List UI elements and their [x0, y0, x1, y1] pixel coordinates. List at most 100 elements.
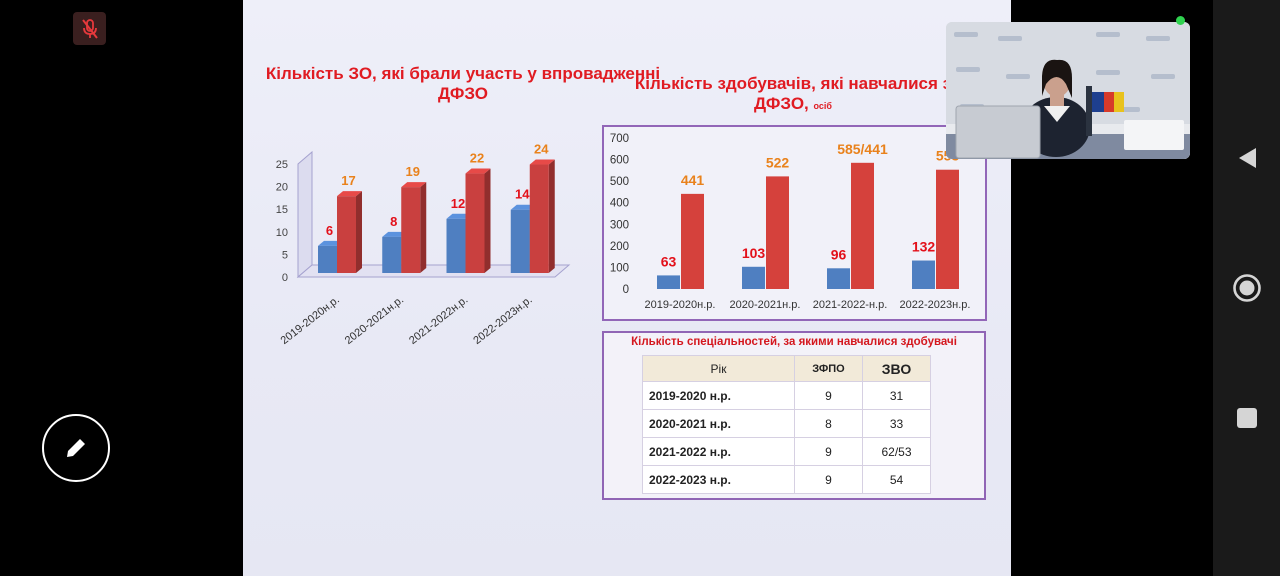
bar	[936, 169, 959, 289]
bar-side	[548, 159, 555, 273]
data-label: 8	[390, 214, 397, 229]
data-label: 19	[406, 164, 420, 179]
participant-video[interactable]	[946, 22, 1190, 159]
specialties-table-box: Кількість спеціальностей, за якими навча…	[602, 331, 986, 500]
bar	[851, 162, 874, 289]
table-cell: 9	[794, 465, 863, 494]
bar	[465, 173, 485, 273]
chart-students: 0 100 200 300 400 500 600 700 63 441 2019-2020н.р.…	[602, 125, 987, 321]
home-button[interactable]	[1213, 263, 1280, 313]
annotate-pen-button[interactable]	[42, 414, 110, 482]
table-cell: 2022-2023 н.р.	[642, 465, 795, 494]
slide-title-right-unit: осіб	[813, 101, 832, 111]
bar	[742, 266, 765, 289]
bar	[510, 209, 530, 273]
recents-square-icon	[1236, 408, 1257, 428]
bar	[446, 218, 466, 273]
table-cell: 8	[794, 409, 863, 438]
table-row: 2019-2020 н.р. 9 31	[642, 381, 931, 410]
y-tick-label: 500	[610, 176, 629, 188]
shared-slide: Кількість ЗО, які брали участь у впровад…	[243, 0, 1011, 576]
table-header-zfpo: ЗФПО	[794, 355, 863, 382]
x-tick-label: 2021-2022-н.р.	[813, 299, 888, 311]
y-tick-label: 15	[276, 204, 288, 216]
bar-top	[337, 191, 362, 197]
y-tick-label: 10	[276, 227, 288, 239]
bar-top	[401, 182, 427, 188]
table-cell: 9	[794, 381, 863, 410]
back-triangle-icon	[1238, 148, 1256, 168]
bar-top	[465, 168, 491, 174]
table-cell: 54	[862, 465, 931, 494]
data-label: 6	[326, 223, 333, 238]
bar-side	[420, 182, 427, 273]
bar	[318, 245, 337, 273]
y-tick-label: 400	[610, 198, 629, 210]
home-circle-icon	[1232, 274, 1261, 302]
y-tick-label: 700	[610, 133, 629, 145]
x-tick-label: 2019-2020н.р.	[645, 299, 716, 311]
data-label: 522	[766, 154, 790, 170]
table-cell: 31	[862, 381, 931, 410]
data-label: 132	[912, 239, 936, 255]
bar	[912, 260, 935, 289]
pencil-icon	[67, 436, 88, 457]
x-tick-label: 2022-2023н.р.	[471, 294, 534, 347]
chart-institutions: 0 5 10 15 20 25 6 17 2019-2020н.р. 8 19 2020-2021н.…	[276, 142, 571, 347]
y-tick-label: 600	[610, 155, 629, 167]
x-tick-label: 2020-2021н.р.	[343, 294, 406, 347]
bar-side	[356, 191, 362, 273]
bar	[827, 268, 850, 289]
chart-side-wall	[297, 150, 313, 279]
data-label: 17	[341, 173, 355, 188]
y-tick-label: 0	[282, 272, 288, 284]
y-tick-label: 20	[276, 182, 288, 194]
slide-title-right-text: Кількість здобувачів, які навчалися з ДФ…	[634, 74, 952, 113]
x-tick-label: 2020-2021н.р.	[730, 299, 801, 311]
bar	[529, 164, 549, 273]
table-cell: 2019-2020 н.р.	[642, 381, 795, 410]
data-label: 24	[534, 142, 549, 157]
table-header-year: Рік	[642, 355, 795, 382]
bar-top	[529, 159, 555, 165]
table-cell: 9	[794, 437, 863, 466]
back-button[interactable]	[1213, 133, 1280, 183]
table-row: 2021-2022 н.р. 9 62/53	[642, 437, 931, 466]
data-label: 14	[515, 187, 530, 202]
chart-floor	[296, 264, 571, 278]
x-tick-label: 2019-2020н.р.	[279, 294, 342, 347]
bar	[657, 275, 680, 289]
y-tick-label: 25	[276, 159, 288, 171]
bar	[337, 196, 356, 273]
bar-top	[446, 213, 472, 219]
bar	[681, 193, 704, 289]
y-tick-label: 100	[610, 262, 629, 274]
data-label: 96	[831, 246, 847, 262]
table-row: 2020-2021 н.р. 8 33	[642, 409, 931, 438]
data-label: 441	[681, 172, 705, 188]
table-row: 2022-2023 н.р. 9 54	[642, 465, 931, 494]
bar	[382, 236, 402, 273]
bar	[766, 176, 789, 289]
bar-top	[510, 204, 536, 210]
mic-off-icon[interactable]	[73, 12, 106, 45]
table-header-zvo: ЗВО	[862, 355, 931, 382]
y-tick-label: 200	[610, 241, 629, 253]
table-cell: 2020-2021 н.р.	[642, 409, 795, 438]
system-nav-bar	[1213, 0, 1280, 576]
y-tick-label: 0	[623, 284, 629, 296]
data-label: 103	[742, 245, 766, 261]
bar-top	[318, 240, 343, 246]
table-cell: 62/53	[862, 437, 931, 466]
y-tick-label: 300	[610, 219, 629, 231]
table-cell: 33	[862, 409, 931, 438]
specialties-table: Рік ЗФПО ЗВО 2019-2020 н.р. 9 31 2020-20…	[642, 355, 931, 494]
bar	[401, 187, 421, 273]
x-tick-label: 2022-2023н.р.	[900, 299, 971, 311]
recents-button[interactable]	[1213, 393, 1280, 443]
x-tick-label: 2021-2022н.р.	[407, 294, 470, 347]
data-label: 585/441	[837, 141, 888, 157]
bar-side	[484, 168, 491, 273]
bar-top	[382, 231, 408, 237]
